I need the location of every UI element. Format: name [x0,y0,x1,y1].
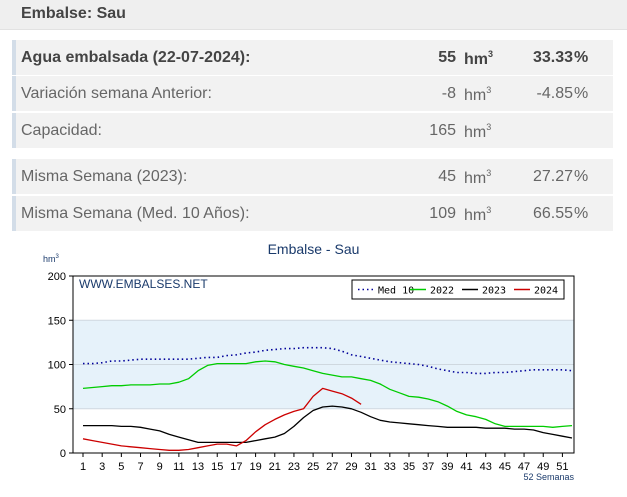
series-lines [82,346,573,451]
y-tick-label: 200 [48,271,66,283]
x-tick-label: 23 [288,461,300,473]
x-tick-label: 39 [441,461,453,473]
watermark: WWW.EMBALSES.NET [79,277,208,291]
grid-lines [73,319,574,410]
y-tick-label: 100 [48,360,66,372]
stat-percent: 27.27 [532,168,573,185]
legend-label-y2023: 2023 [482,286,506,297]
x-tick-label: 31 [365,461,377,473]
series-line-y2023 [83,405,573,444]
x-tick-label: 37 [422,461,434,473]
stat-percent: -4.85 [536,85,573,102]
x-tick-label: 11 [173,461,184,473]
x-tick-label: 25 [307,461,319,473]
series-line-med10 [83,346,573,375]
x-tick-label: 13 [192,461,204,473]
legend-box [351,279,565,300]
x-tick-label: 1 [80,461,86,473]
stat-percent: 33.33 [532,49,573,66]
stat-unit: hm3 [464,85,492,104]
stat-value: -8 [441,85,456,102]
x-tick-label: 49 [537,461,549,473]
x-tick-label: 41 [460,461,472,473]
legend-label-med10: Med 10 [378,286,414,297]
x-tick-label: 21 [269,461,281,473]
stat-label: Misma Semana (2023): [21,168,188,185]
series-line-y2024 [82,387,362,451]
legend-label-y2022: 2022 [430,286,454,297]
x-tick-label: 51 [556,461,568,473]
stat-value: 165 [429,122,456,139]
stat-label: Variación semana Anterior: [21,85,212,102]
stat-unit: hm3 [464,205,492,224]
stat-unit: hm3 [464,168,492,187]
x-tick-label: 15 [211,461,223,473]
stat-row-capacity: Capacidad: 165 hm3 [12,113,613,148]
y-axis-label: hm3 [43,254,60,264]
x-tick-label: 29 [345,461,357,473]
y-tick-label: 0 [60,448,66,460]
x-tick-label: 43 [480,461,492,473]
x-tick-label: 19 [249,461,261,473]
x-tick-label: 3 [99,461,105,473]
x-tick-label: 47 [518,461,530,473]
chart-title: Embalse - Sau [267,241,360,257]
legend-label-y2024: 2024 [534,286,558,297]
y-axis-ticks: 0 50 100 150 200 [48,271,73,460]
stat-percent-unit: % [574,85,589,102]
stat-percent: 66.55 [532,205,573,222]
x-axis-ticks: 1 3 5 7 9 11 13 15 17 19 21 23 25 27 29 31 33 35 37 39 41 43 4… [80,453,569,473]
stat-value: 55 [438,49,456,66]
stat-unit: hm3 [464,49,494,68]
stat-row-same-week-2023: Misma Semana (2023): 45 hm3 27.27 % [12,159,613,194]
stat-unit: hm3 [464,122,492,141]
stat-percent-unit: % [574,205,589,222]
x-tick-label: 9 [157,461,163,473]
y-tick-label: 150 [48,315,66,327]
page-title: Embalse: Sau [21,5,126,22]
stat-label: Capacidad: [21,122,102,139]
stat-value: 109 [429,205,456,222]
x-tick-label: 27 [326,461,338,473]
stat-label: Agua embalsada (22-07-2024): [21,49,251,66]
x-tick-label: 7 [137,461,143,473]
chart-legend: Med 10 2022 2023 2024 [351,279,565,300]
x-tick-label: 35 [403,461,415,473]
series-line-y2022 [82,360,573,428]
stat-row-water-stored: Agua embalsada (22-07-2024): 55 hm3 33.3… [12,40,613,75]
stat-percent-unit: % [574,168,589,185]
stat-percent-unit: % [574,49,589,66]
stat-label: Misma Semana (Med. 10 Años): [21,205,250,222]
x-tick-label: 17 [230,461,242,473]
x-tick-label: 33 [384,461,396,473]
page-header: Embalse: Sau [0,0,627,30]
x-axis-label: 52 Semanas [523,472,574,482]
x-tick-label: 45 [499,461,511,473]
stat-row-weekly-variation: Variación semana Anterior: -8 hm3 -4.85 … [12,76,613,111]
stat-value: 45 [438,168,456,185]
x-tick-label: 5 [118,461,124,473]
stat-row-same-week-10y-avg: Misma Semana (Med. 10 Años): 109 hm3 66.… [12,196,613,231]
y-tick-label: 50 [54,404,66,416]
